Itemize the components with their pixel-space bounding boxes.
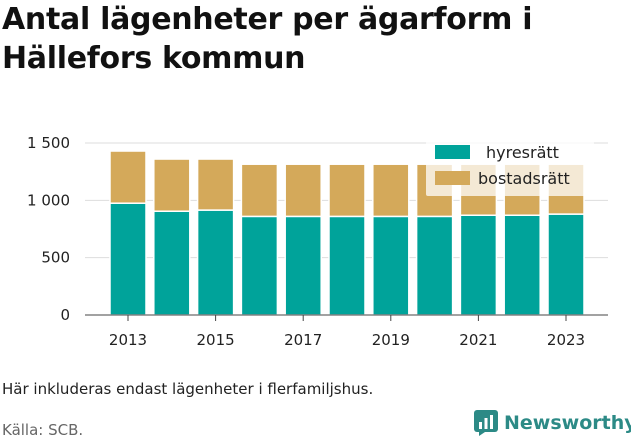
bar-segment-hyresrätt-2020 bbox=[415, 215, 454, 316]
bar-segment-hyresrätt-2019 bbox=[372, 215, 410, 316]
x-axis bbox=[85, 314, 608, 321]
brand-name: Newsworthy bbox=[504, 412, 631, 434]
bars bbox=[109, 150, 585, 316]
source-note: Källa: SCB. bbox=[2, 421, 84, 439]
bar-segment-hyresrätt-2016 bbox=[240, 215, 279, 316]
x-tick-label: 2013 bbox=[109, 331, 147, 349]
bar-segment-bostadsrätt-2019 bbox=[372, 163, 410, 218]
x-tick-label: 2019 bbox=[372, 331, 410, 349]
bar-segment-hyresrätt-2014 bbox=[153, 210, 191, 316]
bar-segment-hyresrätt-2021 bbox=[459, 214, 498, 316]
y-tick-label: 500 bbox=[41, 249, 70, 267]
legend-label-bostadsrätt: bostadsrätt bbox=[478, 169, 570, 188]
newsworthy-chart-logo-icon bbox=[474, 410, 498, 436]
bar-segment-bostadsrätt-2015 bbox=[196, 158, 235, 211]
footnote: Här inkluderas endast lägenheter i flerf… bbox=[2, 380, 374, 398]
bar-segment-bostadsrätt-2014 bbox=[153, 158, 191, 212]
x-axis-tick-labels: 2013 2015 2017 2019 2021 2023 bbox=[109, 331, 585, 349]
chart-title: Antal lägenheter per ägarform i Hällefor… bbox=[2, 2, 533, 76]
legend-swatch-bostadsrätt bbox=[435, 171, 470, 185]
bar-segment-hyresrätt-2017 bbox=[284, 215, 322, 316]
y-axis-tick-labels: 0 500 1 000 1 500 bbox=[27, 134, 70, 324]
bar-segment-bostadsrätt-2016 bbox=[240, 163, 279, 218]
legend-swatch-hyresrätt bbox=[435, 145, 470, 159]
bar-segment-hyresrätt-2023 bbox=[547, 213, 585, 316]
bar-segment-bostadsrätt-2018 bbox=[328, 163, 366, 218]
bar-segment-hyresrätt-2015 bbox=[196, 209, 235, 316]
x-tick-label: 2023 bbox=[547, 331, 585, 349]
bar-segment-bostadsrätt-2017 bbox=[284, 163, 322, 218]
y-tick-label: 1 500 bbox=[27, 134, 70, 152]
bar-segment-bostadsrätt-2013 bbox=[109, 150, 147, 204]
legend: hyresrätt bostadsrätt bbox=[426, 141, 594, 196]
legend-label-hyresrätt: hyresrätt bbox=[486, 143, 559, 162]
bar-segment-hyresrätt-2018 bbox=[328, 215, 366, 316]
bar-segment-hyresrätt-2013 bbox=[109, 202, 147, 316]
x-tick-label: 2017 bbox=[284, 331, 322, 349]
y-tick-label: 0 bbox=[60, 306, 70, 324]
x-tick-label: 2021 bbox=[459, 331, 497, 349]
brand-logo: Newsworthy bbox=[474, 408, 631, 438]
bar-segment-hyresrätt-2022 bbox=[503, 214, 541, 316]
y-tick-label: 1 000 bbox=[27, 191, 70, 209]
x-tick-label: 2015 bbox=[197, 331, 235, 349]
